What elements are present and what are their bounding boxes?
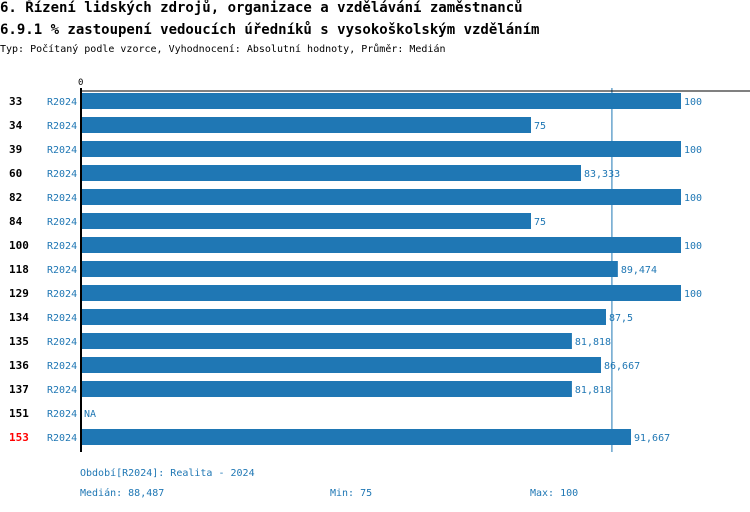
category-label: 136: [9, 359, 29, 372]
category-label: 100: [9, 239, 29, 252]
chart-meta: Typ: Počítaný podle vzorce, Vyhodnocení:…: [0, 44, 446, 55]
bar: [81, 141, 681, 157]
period-label: R2024: [47, 169, 77, 180]
data-label: 87,5: [609, 313, 633, 324]
min-stat: Min: 75: [330, 488, 373, 499]
category-label: 82: [9, 191, 22, 204]
data-label: 75: [534, 121, 546, 132]
category-label: 118: [9, 263, 29, 276]
median-stat: Medián: 88,487: [80, 488, 165, 499]
category-label: 134: [9, 311, 29, 324]
data-label: 81,818: [575, 337, 611, 348]
data-label: 86,667: [604, 361, 640, 372]
period-label: R2024: [47, 217, 77, 228]
category-label: 33: [9, 95, 22, 108]
period-legend: Období[R2024]: Realita - 2024: [80, 468, 255, 479]
period-label: R2024: [47, 193, 77, 204]
period-label: R2024: [47, 313, 77, 324]
data-label: 100: [684, 97, 702, 108]
page-title: 6. Řízení lidských zdrojů, organizace a …: [0, 0, 523, 16]
period-label: R2024: [47, 241, 77, 252]
bar: [81, 165, 581, 181]
period-label: R2024: [47, 121, 77, 132]
bar: [81, 381, 572, 397]
category-label: 137: [9, 383, 29, 396]
bar: [81, 333, 572, 349]
period-label: R2024: [47, 385, 77, 396]
bar: [81, 285, 681, 301]
period-label: R2024: [47, 289, 77, 300]
category-label: 153: [9, 431, 29, 444]
bar: [81, 93, 681, 109]
period-label: R2024: [47, 97, 77, 108]
data-label: 100: [684, 289, 702, 300]
max-stat: Max: 100: [530, 488, 579, 499]
bar: [81, 189, 681, 205]
data-label: 83,333: [584, 169, 620, 180]
category-label: 84: [9, 215, 23, 228]
chart-title: 6.9.1 % zastoupení vedoucích úředníků s …: [0, 22, 540, 38]
category-label: 39: [9, 143, 22, 156]
period-label: R2024: [47, 361, 77, 372]
bar: [81, 261, 618, 277]
category-label: 34: [9, 119, 23, 132]
data-label: 75: [534, 217, 546, 228]
period-label: R2024: [47, 145, 77, 156]
category-label: 151: [9, 407, 29, 420]
period-label: R2024: [47, 409, 77, 420]
period-label: R2024: [47, 433, 77, 444]
data-label: 81,818: [575, 385, 611, 396]
bar: [81, 429, 632, 445]
data-label: 91,667: [634, 433, 670, 444]
data-label: 89,474: [621, 265, 657, 276]
data-label: 100: [684, 241, 702, 252]
category-label: 60: [9, 167, 22, 180]
category-label: 135: [9, 335, 29, 348]
period-label: R2024: [47, 265, 77, 276]
data-label: 100: [684, 193, 702, 204]
data-label: 100: [684, 145, 702, 156]
bar: [81, 309, 606, 325]
bar: [81, 117, 531, 133]
bar: [81, 237, 681, 253]
axis-tick-label: 0: [78, 78, 83, 88]
period-label: R2024: [47, 337, 77, 348]
category-label: 129: [9, 287, 29, 300]
bar: [81, 357, 602, 373]
data-label: NA: [84, 409, 96, 420]
bar: [81, 213, 531, 229]
